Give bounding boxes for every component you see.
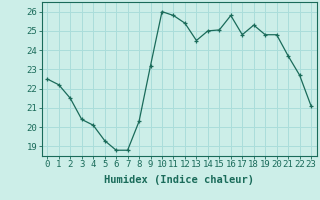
X-axis label: Humidex (Indice chaleur): Humidex (Indice chaleur) bbox=[104, 175, 254, 185]
